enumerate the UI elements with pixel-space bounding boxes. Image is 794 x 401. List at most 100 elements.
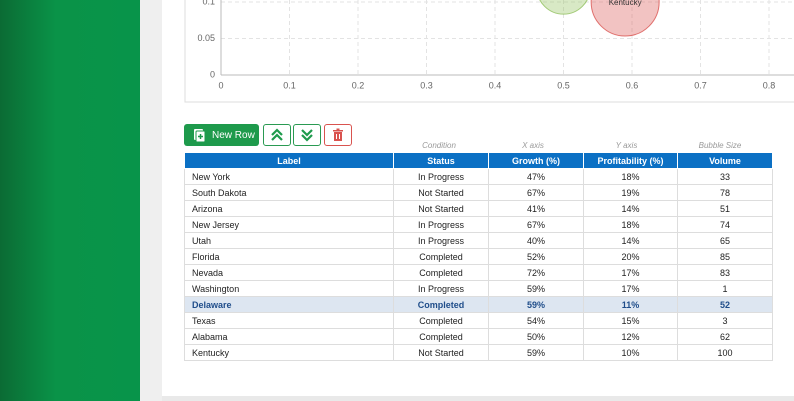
table-cell[interactable]: 59% bbox=[488, 296, 584, 313]
table-cell[interactable]: Kentucky bbox=[184, 344, 394, 361]
table-cell[interactable]: 67% bbox=[488, 184, 584, 201]
table-cell[interactable]: 74 bbox=[677, 216, 773, 233]
move-down-button[interactable] bbox=[293, 124, 321, 146]
column-header[interactable]: Volume bbox=[677, 152, 773, 169]
table-row[interactable]: Nevada Completed 72% 17% 83 bbox=[184, 264, 773, 281]
table-row[interactable]: Texas Completed 54% 15% 3 bbox=[184, 312, 773, 329]
table-cell[interactable]: 33 bbox=[677, 168, 773, 185]
table-cell[interactable]: 85 bbox=[677, 248, 773, 265]
table-cell[interactable]: 18% bbox=[583, 216, 678, 233]
table-cell[interactable]: 50% bbox=[488, 328, 584, 345]
table-cell[interactable]: 65 bbox=[677, 232, 773, 249]
table-cell[interactable]: Florida bbox=[184, 248, 394, 265]
x-tick-label: 0.8 bbox=[763, 80, 776, 90]
table-cell[interactable]: Arizona bbox=[184, 200, 394, 217]
table-cell[interactable]: 20% bbox=[583, 248, 678, 265]
table-cell[interactable]: 62 bbox=[677, 328, 773, 345]
table-cell[interactable]: 3 bbox=[677, 312, 773, 329]
chart-frame bbox=[184, 0, 794, 103]
table-row[interactable]: Utah In Progress 40% 14% 65 bbox=[184, 232, 773, 249]
new-row-button[interactable]: New Row bbox=[184, 124, 259, 146]
new-row-label: New Row bbox=[212, 129, 255, 141]
table-row[interactable]: New Jersey In Progress 67% 18% 74 bbox=[184, 216, 773, 233]
table-cell[interactable]: In Progress bbox=[393, 216, 489, 233]
column-header[interactable]: Status bbox=[393, 152, 489, 169]
table-cell[interactable]: 54% bbox=[488, 312, 584, 329]
table-cell[interactable]: 14% bbox=[583, 200, 678, 217]
table-cell[interactable]: 17% bbox=[583, 280, 678, 297]
table-cell[interactable]: 10% bbox=[583, 344, 678, 361]
sidebar bbox=[0, 0, 140, 401]
move-up-icon bbox=[271, 128, 283, 141]
table-cell[interactable]: 51 bbox=[677, 200, 773, 217]
column-header[interactable]: Profitability (%) bbox=[583, 152, 678, 169]
table-cell[interactable]: Completed bbox=[393, 328, 489, 345]
table-cell[interactable]: Not Started bbox=[393, 344, 489, 361]
table-cell[interactable]: 78 bbox=[677, 184, 773, 201]
column-hint: Condition bbox=[422, 141, 456, 150]
x-tick-label: 0.4 bbox=[489, 80, 502, 90]
table-cell[interactable]: 52 bbox=[677, 296, 773, 313]
table-cell[interactable]: New Jersey bbox=[184, 216, 394, 233]
x-tick-label: 0.5 bbox=[557, 80, 570, 90]
y-tick-label: 0.05 bbox=[197, 33, 215, 43]
table-cell[interactable]: 1 bbox=[677, 280, 773, 297]
table-cell[interactable]: 41% bbox=[488, 200, 584, 217]
table-row[interactable]: Washington In Progress 59% 17% 1 bbox=[184, 280, 773, 297]
table-cell[interactable]: 72% bbox=[488, 264, 584, 281]
move-up-button[interactable] bbox=[263, 124, 291, 146]
table-cell[interactable]: Not Started bbox=[393, 200, 489, 217]
table-cell[interactable]: In Progress bbox=[393, 232, 489, 249]
table-cell[interactable]: South Dakota bbox=[184, 184, 394, 201]
table-cell[interactable]: 100 bbox=[677, 344, 773, 361]
table-cell[interactable]: 14% bbox=[583, 232, 678, 249]
table-cell[interactable]: In Progress bbox=[393, 168, 489, 185]
table-cell[interactable]: Completed bbox=[393, 248, 489, 265]
table-row[interactable]: Florida Completed 52% 20% 85 bbox=[184, 248, 773, 265]
table-cell[interactable]: 18% bbox=[583, 168, 678, 185]
table-cell[interactable]: 52% bbox=[488, 248, 584, 265]
table-cell[interactable]: 59% bbox=[488, 344, 584, 361]
table-cell[interactable]: 15% bbox=[583, 312, 678, 329]
table-cell[interactable]: Delaware bbox=[184, 296, 394, 313]
table-row[interactable]: Delaware Completed 59% 11% 52 bbox=[184, 296, 773, 313]
table-cell[interactable]: Not Started bbox=[393, 184, 489, 201]
table-row[interactable]: Arizona Not Started 41% 14% 51 bbox=[184, 200, 773, 217]
table-row[interactable]: Alabama Completed 50% 12% 62 bbox=[184, 328, 773, 345]
table-cell[interactable]: Washington bbox=[184, 280, 394, 297]
table-cell[interactable]: 19% bbox=[583, 184, 678, 201]
bubble-chart: 0 0.1 0.2 0.3 0.4 0.5 0.6 0.7 0.8 0 0.05 0.1 Kentuck… bbox=[184, 0, 794, 103]
table-cell[interactable]: Completed bbox=[393, 264, 489, 281]
column-hint: X axis bbox=[522, 141, 544, 150]
table-cell[interactable]: 59% bbox=[488, 280, 584, 297]
bubble bbox=[590, 0, 660, 37]
table-cell[interactable]: 12% bbox=[583, 328, 678, 345]
x-tick-label: 0.3 bbox=[420, 80, 433, 90]
bubble-label: Kentucky bbox=[609, 0, 642, 7]
table-row[interactable]: South Dakota Not Started 67% 19% 78 bbox=[184, 184, 773, 201]
move-down-icon bbox=[301, 129, 313, 142]
table-cell[interactable]: Alabama bbox=[184, 328, 394, 345]
footer-strip bbox=[162, 396, 794, 401]
table-row[interactable]: New York In Progress 47% 18% 33 bbox=[184, 168, 773, 185]
table-cell[interactable]: 83 bbox=[677, 264, 773, 281]
table-cell[interactable]: 40% bbox=[488, 232, 584, 249]
table-cell[interactable]: 67% bbox=[488, 216, 584, 233]
table-row[interactable]: Kentucky Not Started 59% 10% 100 bbox=[184, 344, 773, 361]
column-header[interactable]: Label bbox=[184, 152, 394, 169]
table-cell[interactable]: New York bbox=[184, 168, 394, 185]
table-cell[interactable]: 47% bbox=[488, 168, 584, 185]
table-cell[interactable]: 11% bbox=[583, 296, 678, 313]
table-cell[interactable]: Completed bbox=[393, 296, 489, 313]
table-cell[interactable]: 17% bbox=[583, 264, 678, 281]
table-cell[interactable]: In Progress bbox=[393, 280, 489, 297]
table-cell[interactable]: Nevada bbox=[184, 264, 394, 281]
table-cell[interactable]: Completed bbox=[393, 312, 489, 329]
delete-button[interactable] bbox=[324, 124, 352, 146]
table-cell[interactable]: Utah bbox=[184, 232, 394, 249]
column-header[interactable]: Growth (%) bbox=[488, 152, 584, 169]
table-cell[interactable]: Texas bbox=[184, 312, 394, 329]
x-tick-label: 0.6 bbox=[626, 80, 639, 90]
bubble bbox=[539, 0, 588, 15]
